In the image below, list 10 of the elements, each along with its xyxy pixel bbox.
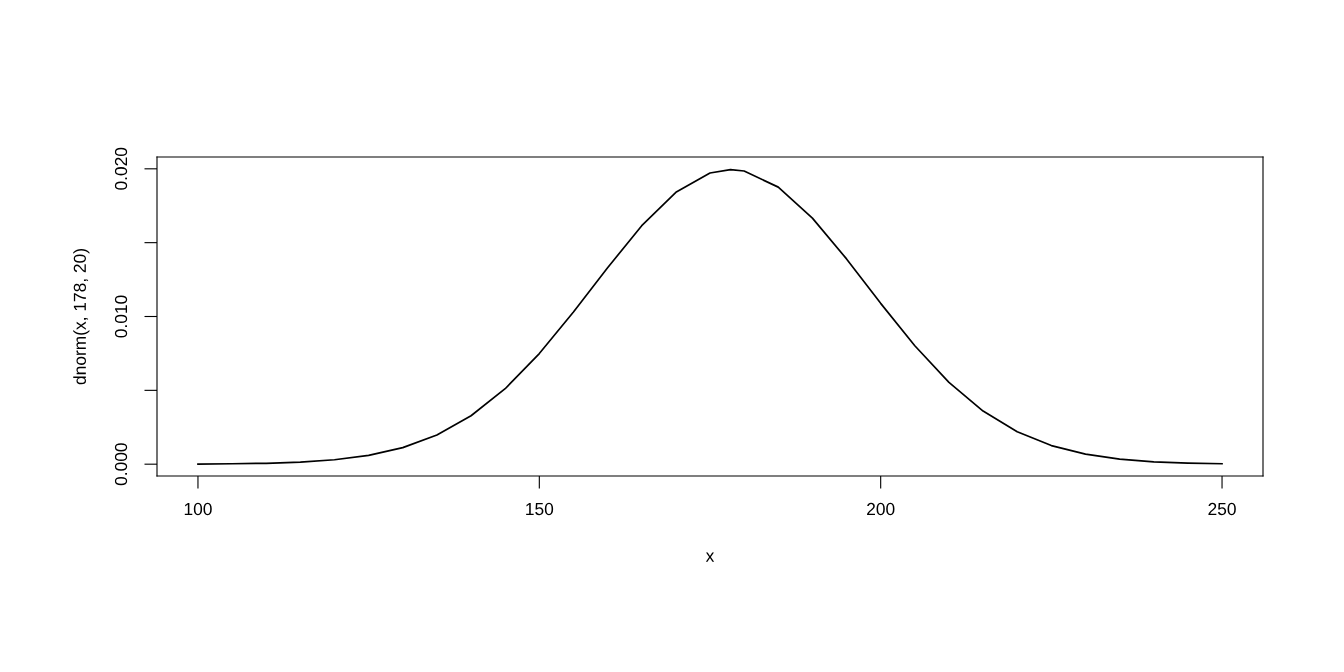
y-tick-label: 0.010 (114, 295, 128, 338)
x-tick-label: 200 (867, 502, 895, 516)
y-tick-label: 0.000 (114, 443, 128, 486)
x-tick-label: 150 (526, 502, 554, 516)
y-axis-title: dnorm(x, 178, 20) (73, 249, 90, 385)
x-axis-title: x (705, 552, 715, 562)
y-tick-label: 0.020 (114, 147, 128, 190)
line-series (197, 168, 1223, 465)
x-tick-label: 250 (1208, 502, 1236, 516)
x-tick-label: 100 (184, 502, 212, 516)
